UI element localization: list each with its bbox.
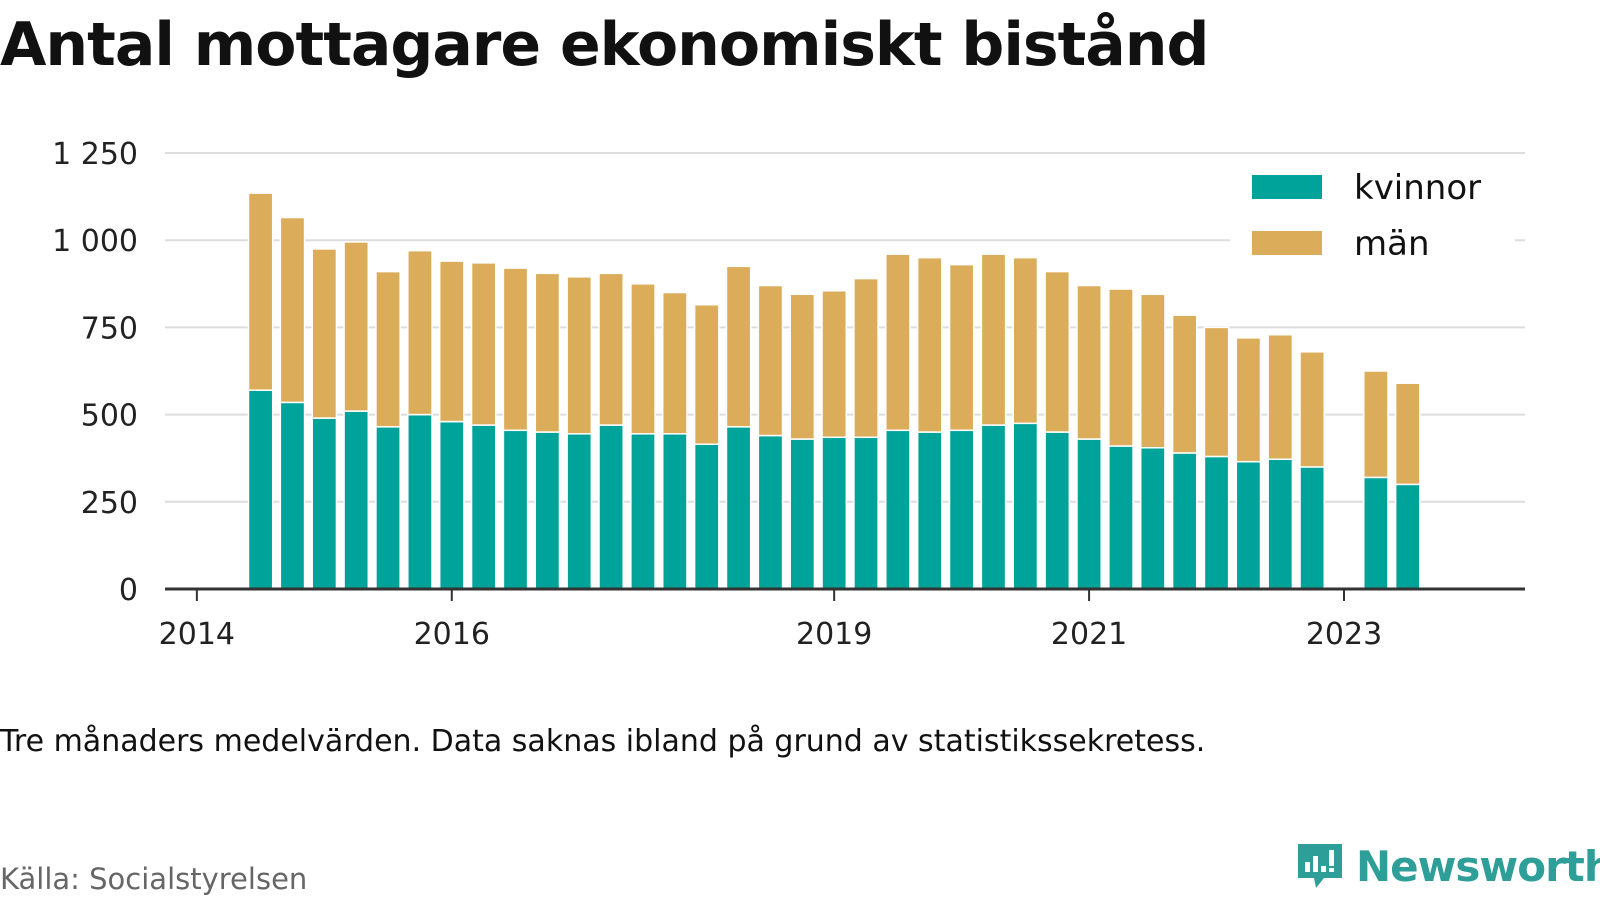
legend-label-kvinnor: kvinnor — [1354, 168, 1481, 208]
bar-kvinnor — [1044, 431, 1071, 590]
bar-män — [1299, 351, 1326, 468]
bar-kvinnor — [661, 433, 688, 590]
y-tick-label: 750 — [81, 311, 138, 346]
bar-män — [693, 303, 720, 445]
bar-män — [948, 263, 975, 432]
bar-män — [1203, 326, 1230, 458]
bar-kvinnor — [470, 424, 497, 590]
chart-title: Antal mottagare ekonomiskt bistånd — [0, 10, 1209, 80]
y-tick-label: 1 000 — [52, 224, 138, 259]
bar-män — [1108, 288, 1134, 447]
bar-män — [1171, 314, 1198, 454]
bar-män — [630, 283, 656, 435]
bar-kvinnor — [885, 429, 911, 590]
brand-name: Newsworthy — [1356, 841, 1600, 891]
bar-kvinnor — [534, 431, 561, 590]
bar-män — [279, 216, 306, 404]
bar-kvinnor — [1394, 483, 1421, 590]
bar-kvinnor — [311, 417, 338, 590]
stacked-bar-chart: 0 250 500 750 1 000 1 250 2014 2016 2019 2021 202… — [52, 137, 1525, 652]
legend-swatch-kvinnor — [1252, 175, 1322, 199]
bar-män — [757, 284, 784, 437]
bar-män — [598, 272, 624, 426]
source-credit: Källa: Socialstyrelsen — [0, 862, 308, 896]
bar-kvinnor — [1267, 458, 1294, 590]
bar-män — [247, 192, 274, 391]
x-tick-label: 2019 — [796, 617, 872, 652]
x-tick-label: 2023 — [1306, 617, 1382, 652]
bar-kvinnor — [1012, 422, 1039, 590]
x-tick-label: 2014 — [159, 617, 235, 652]
bar-kvinnor — [789, 438, 816, 590]
bar-män — [885, 253, 911, 432]
bar-män — [916, 256, 943, 433]
y-tick-label: 250 — [81, 486, 138, 521]
bar-kvinnor — [375, 426, 401, 590]
bar-män — [1044, 270, 1071, 433]
bar-män — [1139, 293, 1166, 449]
bar-män — [1076, 284, 1102, 440]
bar-kvinnor — [566, 433, 593, 590]
y-tick-label: 500 — [81, 399, 138, 434]
bar-kvinnor — [343, 410, 370, 590]
bar-män — [980, 253, 1007, 426]
bar-kvinnor — [1108, 445, 1134, 590]
bar-kvinnor — [821, 436, 848, 590]
bar-män — [534, 272, 561, 433]
bar-män — [1012, 256, 1039, 425]
bar-män — [438, 260, 465, 423]
bar-män — [1363, 370, 1389, 479]
bar-män — [661, 291, 688, 435]
legend-label-män: män — [1354, 224, 1430, 264]
bar-kvinnor — [693, 443, 720, 590]
bar-kvinnor — [853, 436, 879, 590]
bar-män — [821, 290, 848, 439]
newsworthy-chart-bubble-icon — [1298, 844, 1342, 888]
bar-män — [407, 249, 433, 416]
bar-kvinnor — [725, 426, 752, 590]
bar-kvinnor — [1139, 446, 1166, 590]
bar-män — [725, 265, 752, 428]
bar-kvinnor — [916, 431, 943, 590]
bar-män — [566, 276, 593, 435]
y-axis-ticks: 0 250 500 750 1 000 1 250 — [52, 137, 138, 608]
newsworthy-logo: Newsworthy — [1294, 840, 1600, 892]
bar-kvinnor — [407, 413, 433, 590]
bar-kvinnor — [980, 424, 1007, 590]
x-tick-label: 2021 — [1051, 617, 1127, 652]
bar-män — [1267, 333, 1294, 460]
bar-kvinnor — [630, 433, 656, 590]
bar-kvinnor — [1171, 452, 1198, 590]
bar-kvinnor — [247, 389, 274, 590]
bar-kvinnor — [1299, 466, 1326, 590]
bar-kvinnor — [948, 429, 975, 590]
bar-män — [1235, 337, 1262, 463]
bar-kvinnor — [1203, 455, 1230, 590]
bar-kvinnor — [279, 401, 306, 590]
y-tick-label: 1 250 — [52, 137, 138, 172]
bar-män — [789, 293, 816, 440]
bar-kvinnor — [1076, 438, 1102, 590]
bar-män — [502, 267, 529, 432]
x-axis: 2014 2016 2019 2021 2023 — [159, 587, 1525, 652]
y-tick-label: 0 — [119, 573, 138, 608]
bar-män — [1394, 382, 1421, 486]
bar-män — [853, 277, 879, 439]
bar-kvinnor — [1235, 460, 1262, 590]
legend: kvinnor män — [1230, 160, 1515, 275]
x-tick-label: 2016 — [414, 617, 490, 652]
bar-män — [375, 270, 401, 428]
legend-swatch-män — [1252, 231, 1322, 255]
bar-män — [470, 262, 497, 426]
bar-kvinnor — [598, 424, 624, 590]
bar-kvinnor — [438, 420, 465, 590]
bar-kvinnor — [1363, 476, 1389, 590]
bar-kvinnor — [757, 434, 784, 590]
bar-män — [343, 241, 370, 412]
chart-note: Tre månaders medelvärden. Data saknas ib… — [0, 724, 1206, 759]
bar-kvinnor — [502, 429, 529, 590]
bar-män — [311, 248, 338, 419]
